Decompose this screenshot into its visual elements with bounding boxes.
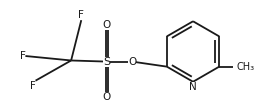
Text: O: O (103, 20, 111, 30)
Text: F: F (78, 10, 84, 20)
Text: O: O (103, 92, 111, 102)
Text: CH₃: CH₃ (236, 62, 254, 72)
Text: N: N (189, 82, 197, 92)
Text: F: F (20, 51, 25, 61)
Text: F: F (30, 81, 36, 91)
Text: S: S (103, 57, 110, 67)
Text: O: O (128, 57, 136, 67)
